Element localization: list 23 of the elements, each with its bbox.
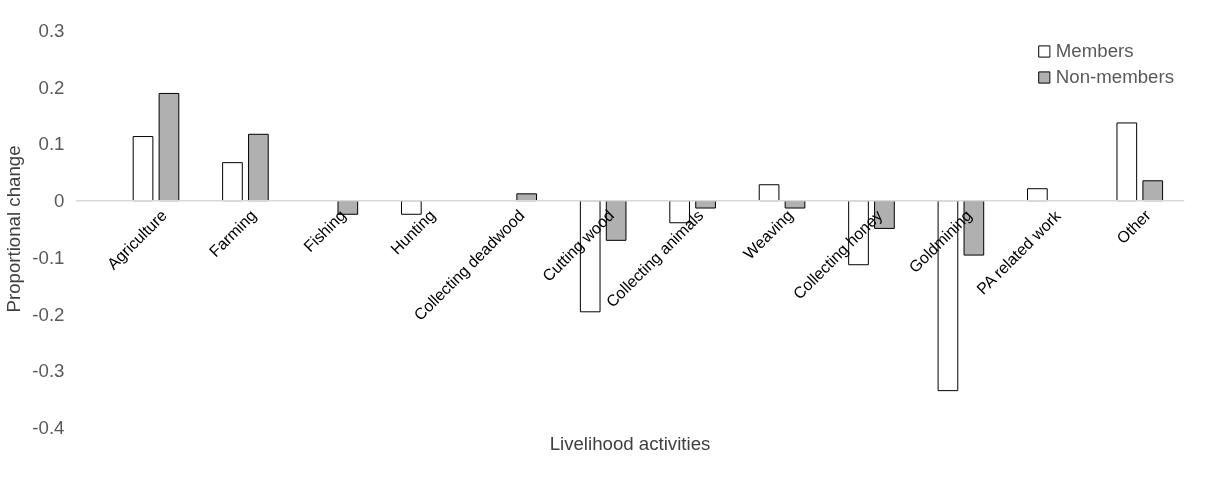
y-axis-title: Proportional change	[3, 145, 25, 313]
bar	[784, 200, 806, 209]
y-tick-label: -0.1	[32, 246, 65, 268]
y-tick-label: 0	[54, 190, 65, 212]
legend-label: Non-members	[1055, 66, 1174, 88]
bar	[758, 184, 780, 202]
bar	[516, 193, 538, 202]
bar	[1142, 180, 1164, 202]
y-tick-label: -0.2	[32, 303, 65, 325]
legend-label: Members	[1055, 40, 1134, 62]
x-axis-title: Livelihood activities	[549, 432, 711, 454]
y-tick-label: -0.3	[32, 360, 65, 382]
y-tick-label: 0.3	[38, 20, 65, 41]
bar	[132, 136, 154, 202]
y-tick-label: 0.2	[38, 76, 65, 98]
bar	[1027, 188, 1048, 202]
bar	[158, 92, 180, 202]
bar	[1116, 122, 1138, 202]
bar	[248, 133, 269, 202]
bar	[222, 162, 243, 202]
y-tick-label: -0.4	[32, 417, 65, 438]
y-tick-label: 0.1	[38, 133, 65, 155]
bar	[695, 200, 716, 209]
